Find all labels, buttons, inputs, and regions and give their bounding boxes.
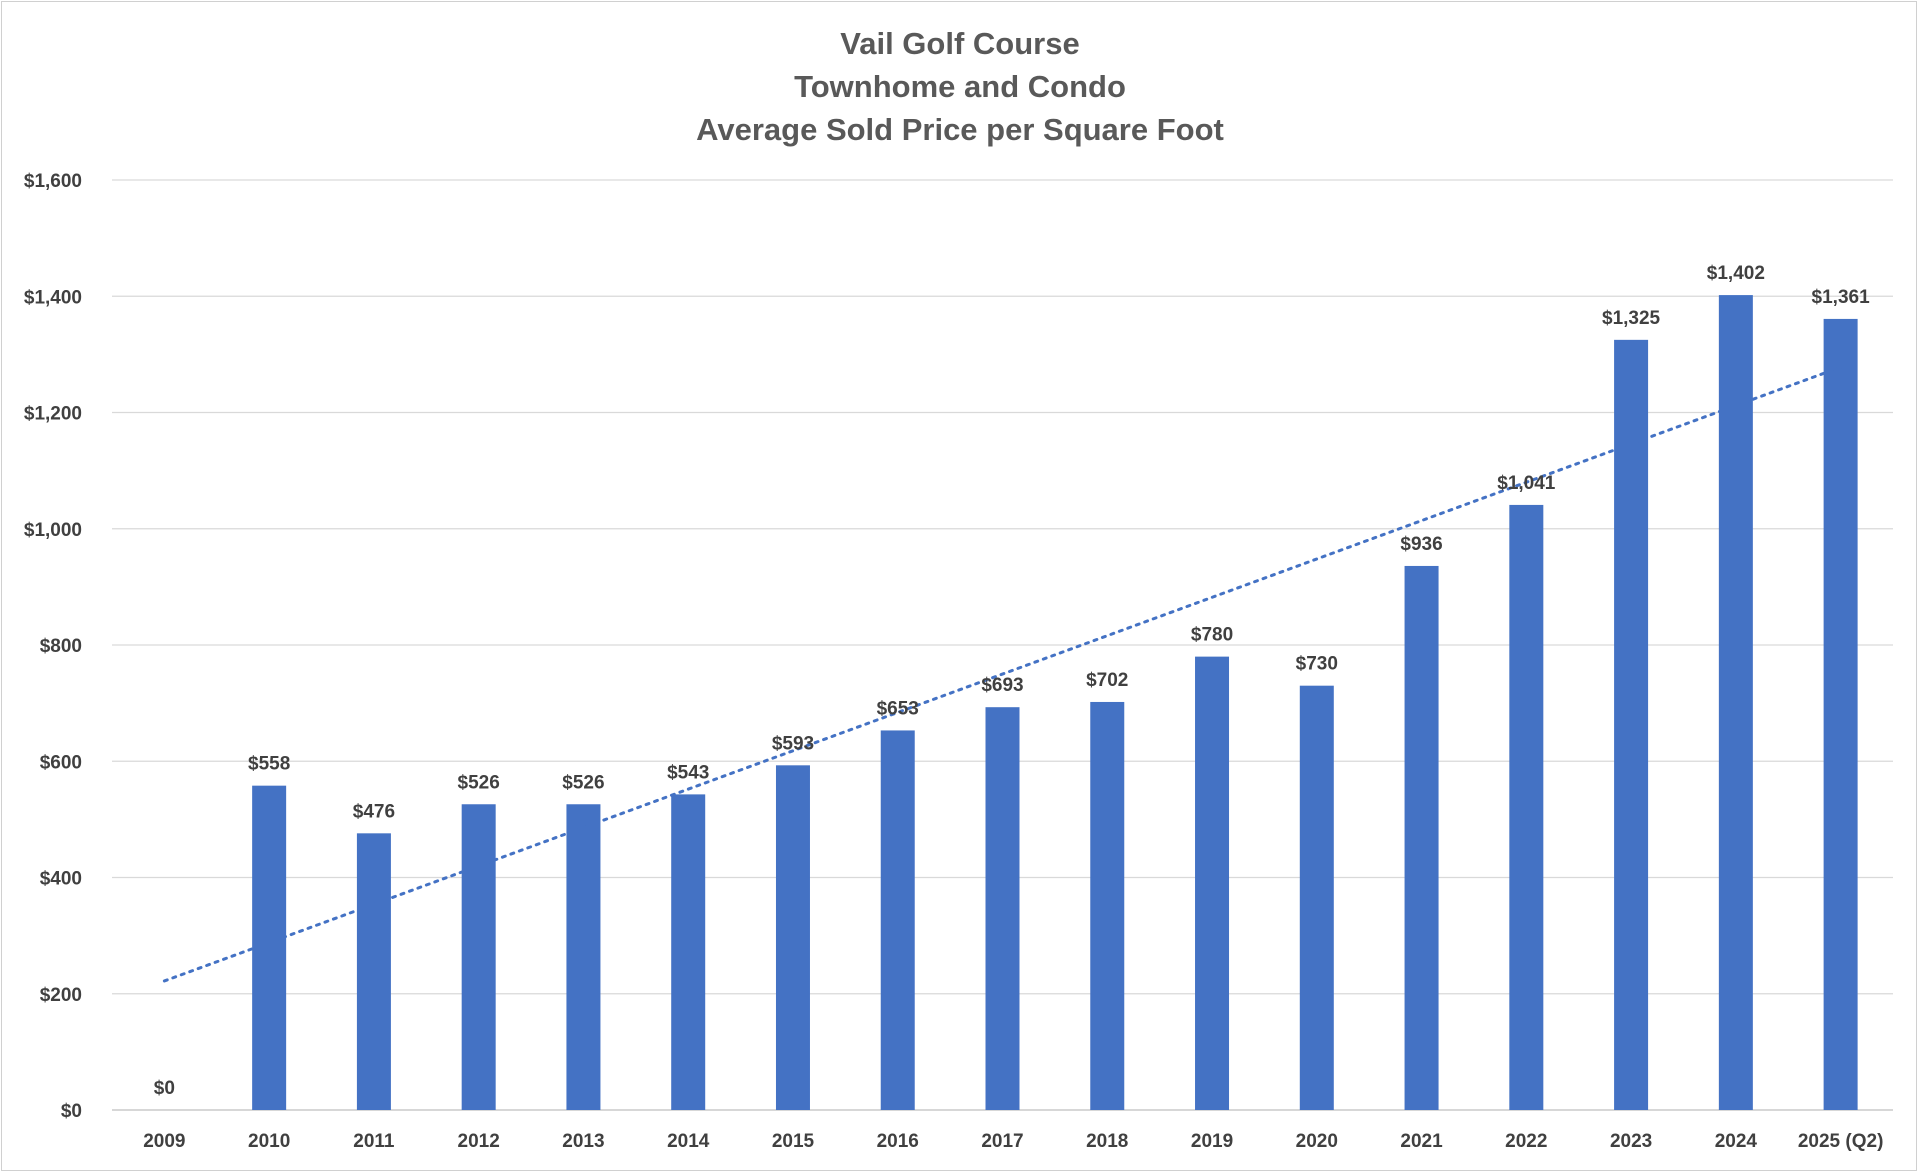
data-label: $558 bbox=[248, 754, 290, 775]
data-label: $936 bbox=[1400, 534, 1442, 555]
data-label: $476 bbox=[353, 801, 395, 822]
data-label: $526 bbox=[458, 772, 500, 793]
x-tick-label: 2016 bbox=[877, 1131, 919, 1152]
x-tick-label: 2012 bbox=[458, 1131, 500, 1152]
x-tick-label: 2010 bbox=[248, 1131, 290, 1152]
x-tick-label: 2022 bbox=[1505, 1131, 1547, 1152]
data-label: $1,041 bbox=[1497, 473, 1556, 494]
data-label: $653 bbox=[877, 698, 919, 719]
data-label: $1,361 bbox=[1812, 287, 1871, 308]
y-tick-label: $1,600 bbox=[24, 171, 82, 192]
data-label: $693 bbox=[981, 675, 1023, 696]
x-tick-label: 2024 bbox=[1715, 1131, 1758, 1152]
x-tick-label: 2019 bbox=[1191, 1131, 1233, 1152]
x-tick-label: 2009 bbox=[143, 1131, 185, 1152]
bar bbox=[1823, 318, 1858, 1110]
bar bbox=[356, 833, 391, 1110]
bar bbox=[1195, 656, 1230, 1110]
y-tick-label: $200 bbox=[40, 985, 82, 1006]
x-tick-label: 2025 (Q2) bbox=[1798, 1131, 1884, 1152]
bar bbox=[1614, 339, 1649, 1110]
bar bbox=[671, 794, 706, 1110]
y-tick-label: $800 bbox=[40, 636, 82, 657]
x-tick-label: 2017 bbox=[981, 1131, 1023, 1152]
chart-title-line-1: Vail Golf Course bbox=[840, 26, 1080, 61]
x-tick-label: 2021 bbox=[1400, 1131, 1443, 1152]
x-tick-label: 2011 bbox=[353, 1131, 395, 1152]
bar bbox=[461, 804, 496, 1110]
y-tick-label: $0 bbox=[61, 1101, 82, 1122]
trendline-line bbox=[162, 365, 1843, 983]
data-label: $593 bbox=[772, 733, 814, 754]
y-tick-label: $400 bbox=[40, 869, 82, 890]
x-tick-label: 2013 bbox=[562, 1131, 604, 1152]
data-label: $702 bbox=[1086, 670, 1128, 691]
y-axis-ticks: $0 $200 $400 $600 $800 $1,000 $1,200 $1,400 $1,6… bbox=[24, 171, 82, 1122]
bar bbox=[1509, 504, 1544, 1110]
y-tick-label: $1,400 bbox=[24, 287, 82, 308]
bar bbox=[775, 765, 810, 1110]
data-label: $0 bbox=[154, 1078, 175, 1099]
bar bbox=[1404, 565, 1439, 1110]
trendline bbox=[162, 365, 1843, 983]
bar bbox=[985, 707, 1020, 1110]
chart-title-line-2: Townhome and Condo bbox=[794, 69, 1126, 104]
bar bbox=[1090, 701, 1125, 1110]
data-labels: $0 $558 $476 $526 $526 $543 $593 $653 $693 $702 $7… bbox=[154, 263, 1870, 1099]
data-label: $1,402 bbox=[1707, 263, 1765, 284]
data-label: $780 bbox=[1191, 625, 1233, 646]
data-label: $543 bbox=[667, 762, 709, 783]
x-tick-label: 2018 bbox=[1086, 1131, 1128, 1152]
y-tick-label: $1,000 bbox=[24, 520, 82, 541]
bars bbox=[252, 295, 1858, 1110]
bar bbox=[1299, 685, 1334, 1110]
y-tick-label: $1,200 bbox=[24, 404, 82, 425]
data-label: $730 bbox=[1296, 654, 1338, 675]
data-label: $526 bbox=[562, 772, 604, 793]
x-tick-label: 2020 bbox=[1296, 1131, 1338, 1152]
chart-title-line-3: Average Sold Price per Square Foot bbox=[696, 112, 1224, 147]
bar bbox=[880, 730, 915, 1110]
y-tick-label: $600 bbox=[40, 752, 82, 773]
x-tick-label: 2023 bbox=[1610, 1131, 1652, 1152]
x-axis-ticks: 2009 2010 2011 2012 2013 2014 2015 2016 2017 2018… bbox=[143, 1131, 1883, 1152]
bar bbox=[1718, 295, 1753, 1110]
data-label: $1,325 bbox=[1602, 308, 1661, 329]
x-tick-label: 2015 bbox=[772, 1131, 815, 1152]
chart-title: Vail Golf Course Townhome and Condo Aver… bbox=[0, 22, 1920, 151]
bar bbox=[566, 804, 601, 1110]
x-tick-label: 2014 bbox=[667, 1131, 710, 1152]
